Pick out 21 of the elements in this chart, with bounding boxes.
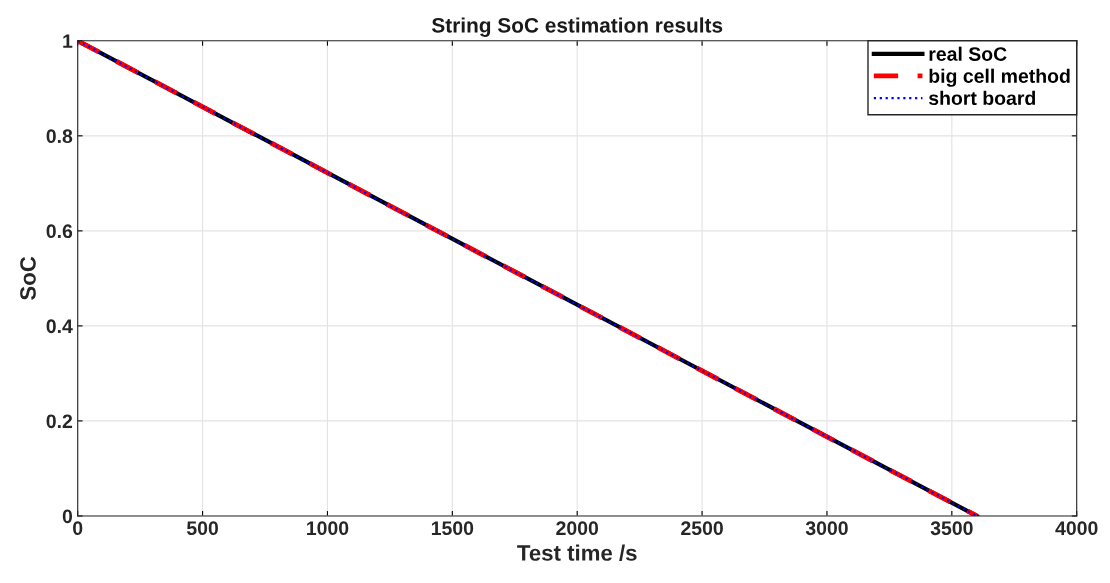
chart-title: String SoC estimation results bbox=[431, 17, 723, 37]
y-tick-label: 0.8 bbox=[46, 129, 73, 144]
x-tick-label: 2000 bbox=[556, 521, 599, 536]
y-tick-label: 0.6 bbox=[46, 224, 73, 239]
x-tick-label: 3000 bbox=[805, 521, 848, 536]
x-tick-label: 500 bbox=[186, 521, 218, 536]
legend-label: real SoC bbox=[929, 46, 1007, 61]
x-tick-label: 1500 bbox=[431, 521, 474, 536]
y-tick-label: 0 bbox=[62, 509, 73, 524]
x-tick-label: 2500 bbox=[681, 521, 723, 536]
x-axis-title: Test time /s bbox=[517, 544, 637, 562]
x-tick-label: 4000 bbox=[1055, 521, 1098, 536]
x-tick-label: 3500 bbox=[930, 521, 973, 536]
y-axis-title: SoC bbox=[20, 256, 36, 300]
y-tick-label: 0.4 bbox=[46, 319, 73, 334]
legend-label: short board bbox=[928, 90, 1036, 106]
y-tick-label: 1 bbox=[63, 34, 73, 48]
x-tick-label: 0 bbox=[73, 521, 83, 536]
legend-label: big cell method bbox=[929, 68, 1070, 87]
x-tick-label: 1000 bbox=[307, 521, 349, 536]
y-tick-label: 0.2 bbox=[46, 414, 73, 429]
